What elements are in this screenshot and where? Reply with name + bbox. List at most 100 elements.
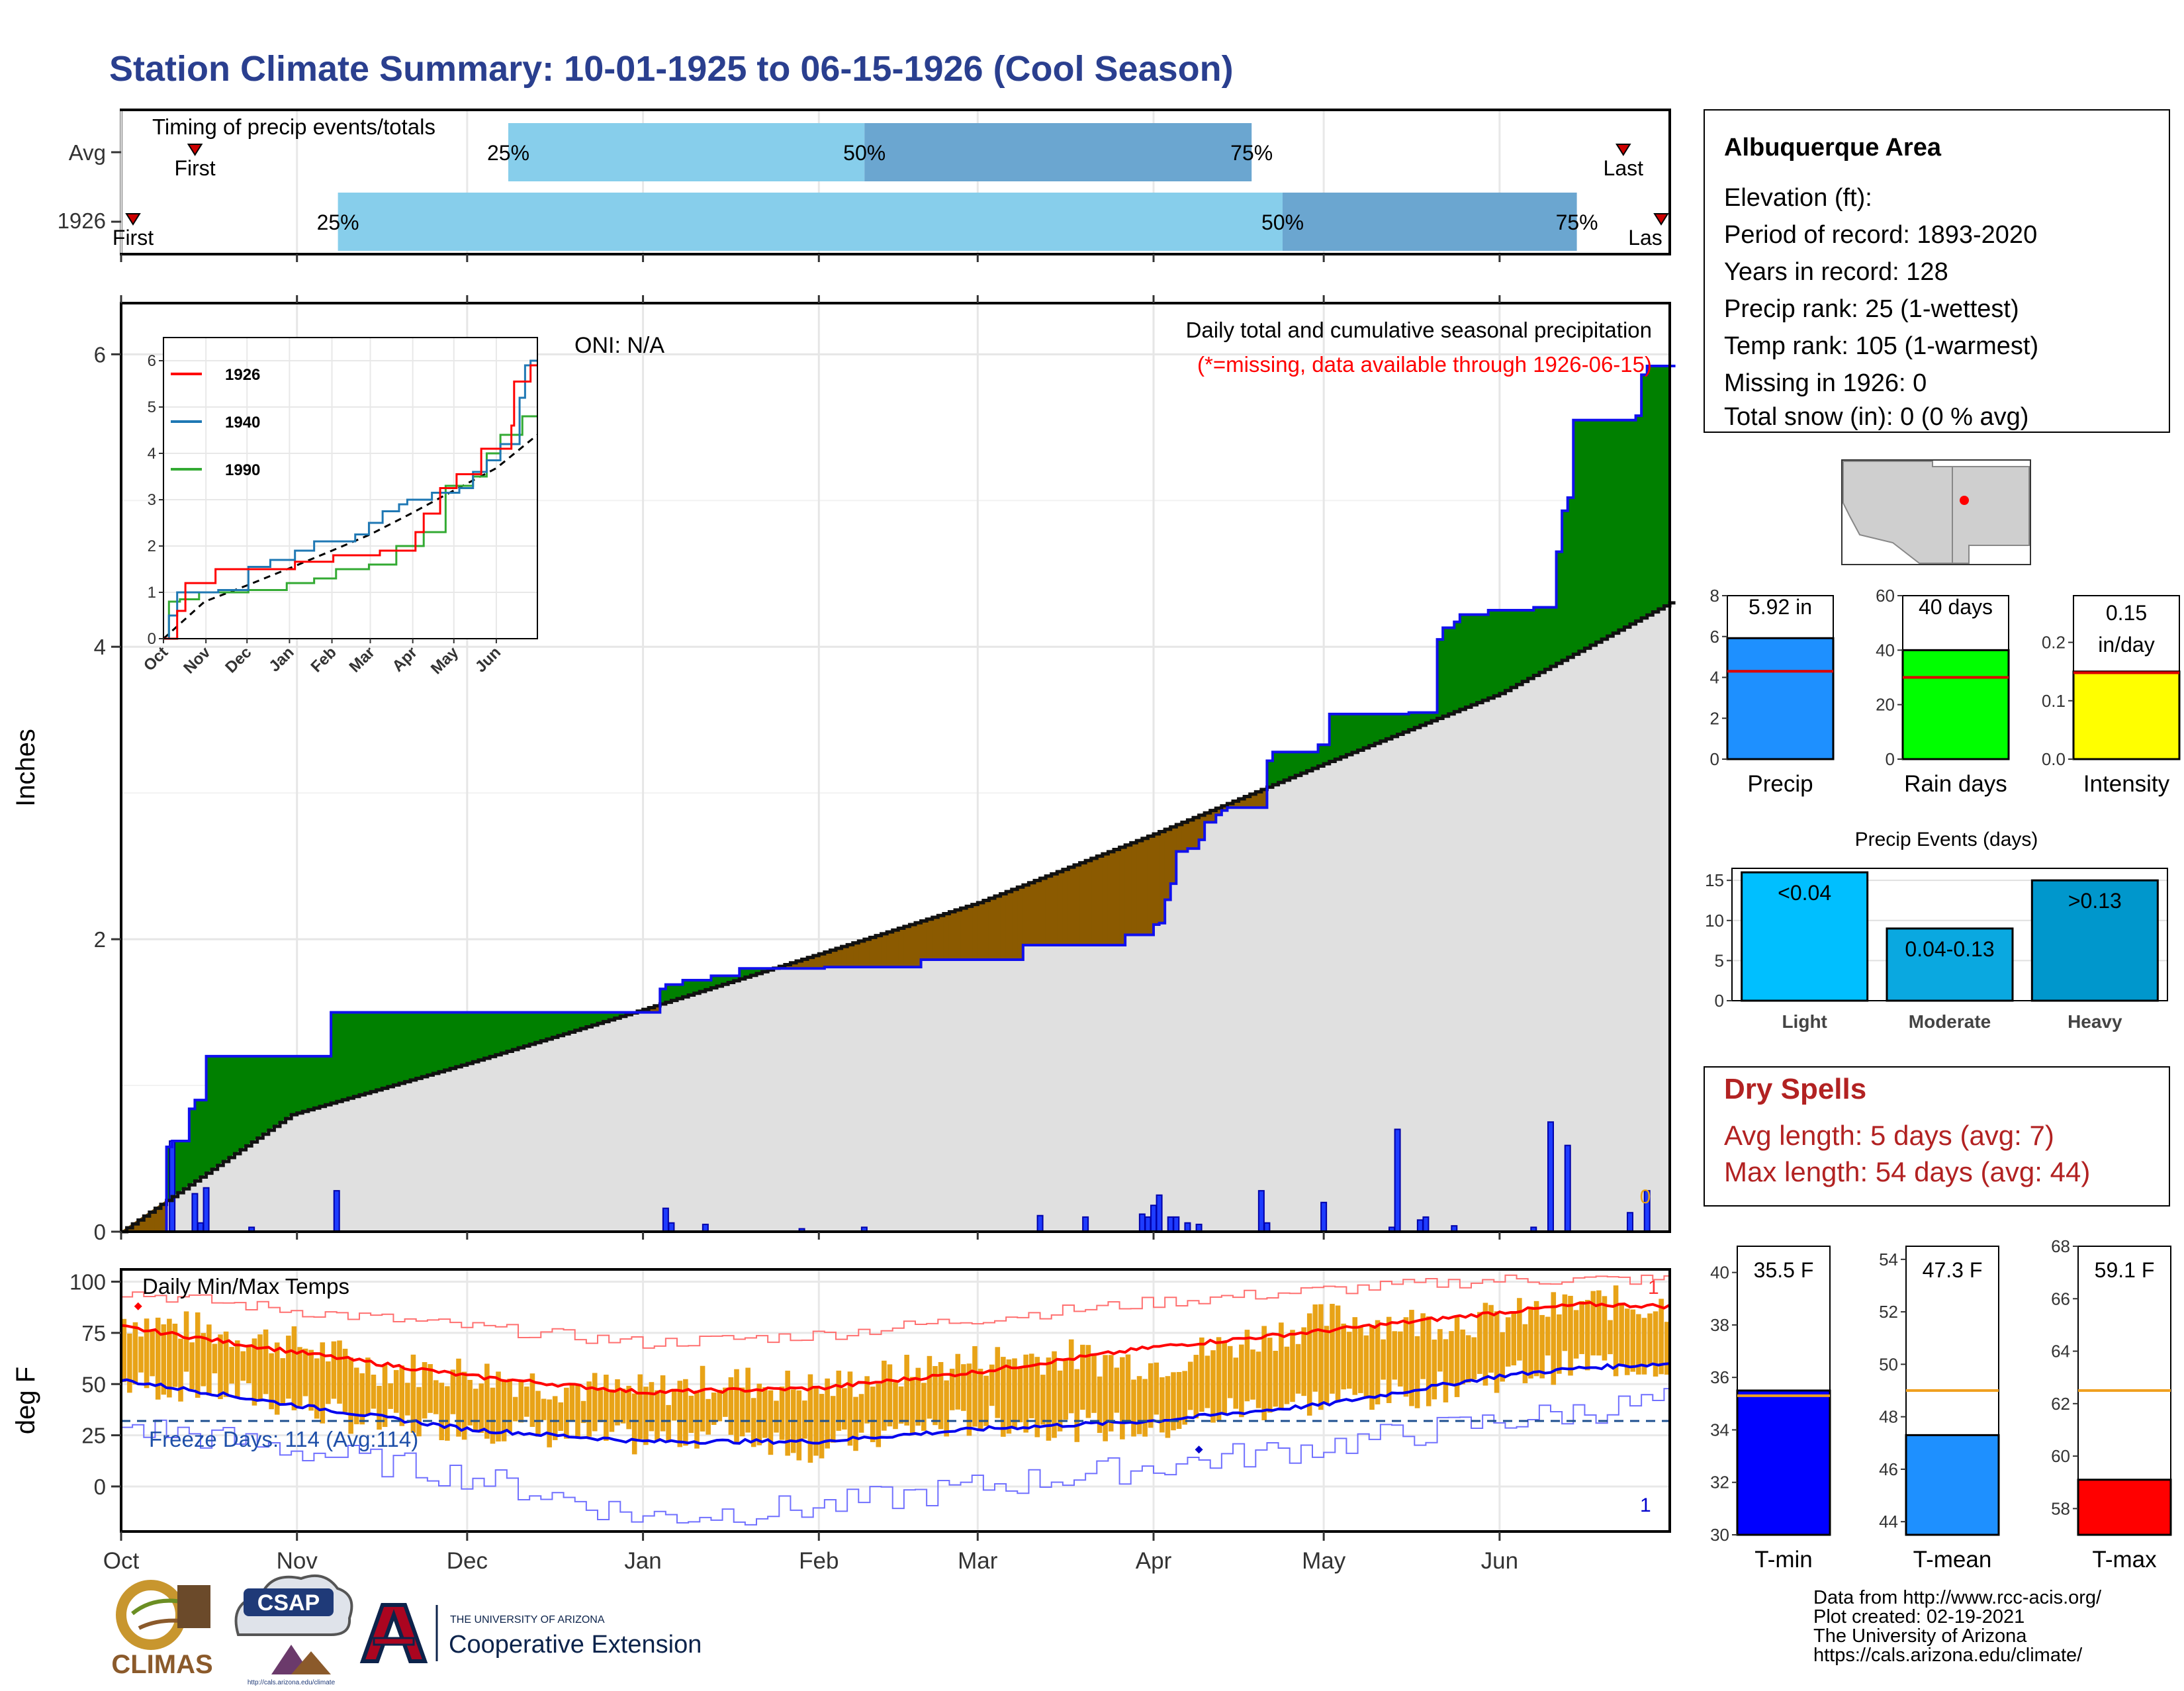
daily-temp-bar [371,1375,377,1409]
daily-temp-bar [655,1390,660,1441]
precip-departure-fill [535,1012,541,1043]
daily-temp-bar [876,1383,882,1447]
daily-precip-bar [1416,1219,1424,1233]
precip-departure-fill [251,1056,258,1143]
timing-row-label-1926: 1926 [58,208,106,233]
precip-departure-fill [325,1056,332,1105]
daily-temp-bar [723,1387,728,1417]
daily-temp-bar [819,1394,825,1459]
daily-temp-bar [1420,1313,1426,1379]
month-label: Jan [624,1548,661,1574]
precip-subtitle: Daily total and cumulative seasonal prec… [1186,318,1652,342]
precip-departure-fill [234,1056,241,1155]
precip-panel: 0 2 4 6 Inches ONI: N/A Daily total and cum… [11,295,1676,1244]
record-max-count: 1 [1648,1277,1659,1299]
daily-temp-bar [1363,1335,1369,1399]
precip-y-label: Inches [11,729,40,807]
footer-line-1: Data from http://www.rcc-acis.org/ [1813,1587,2102,1608]
stat-bar-tick-label: 0.2 [2042,633,2066,653]
daily-temp-bar [1306,1313,1312,1416]
daily-temp-bar [218,1334,223,1399]
precip-departure-fill [529,1012,536,1045]
timing-bar-50-75 [1283,193,1577,251]
daily-temp-bar [1482,1303,1488,1386]
daily-precip-bar [203,1187,210,1233]
precip-departure-fill [1119,845,1126,946]
stat-bar-tick-label: 60 [1876,586,1895,606]
daily-temp-bar [705,1398,711,1435]
daily-temp-bar [1227,1346,1233,1398]
daily-precip-bar [1144,1216,1152,1233]
daily-temp-bar [1097,1376,1103,1434]
temps-frame [120,1268,1671,1533]
precip-departure-fill [1522,610,1529,682]
stat-bar-tick-label: 2 [1710,708,1719,728]
daily-temp-bar [541,1398,547,1420]
precip-departure-fill [1652,365,1659,613]
event-category-label: Moderate [1909,1011,1991,1032]
daily-temp-bar [501,1381,507,1441]
temp-bar-value-label: 47.3 F [1923,1258,1983,1282]
ua-big-text: Cooperative Extension [449,1631,702,1659]
daily-temp-bar [167,1318,172,1398]
precip-departure-fill [1073,862,1081,946]
oni-label: ONI: N/A [574,333,664,358]
stat-bar-value-unit: in/day [2098,633,2154,657]
precip-departure-fill [1533,607,1540,676]
precip-departure-fill [398,1012,406,1084]
record-min-line [121,1388,1670,1526]
daily-temp-bar [1341,1323,1346,1390]
temp-bar-tick-label: 54 [1879,1250,1898,1269]
daily-precip-bar [1627,1212,1633,1233]
daily-temp-bar [620,1389,626,1424]
daily-temp-bar [314,1358,320,1419]
daily-temp-bar [739,1387,745,1437]
daily-temp-bar [1295,1344,1301,1394]
daily-temp-bar [1279,1322,1284,1411]
daily-temp-bar [774,1400,779,1433]
event-bar-label: >0.13 [2068,889,2122,913]
events-tick-label: 10 [1705,911,1724,931]
info-years: Years in record: 128 [1724,258,1948,286]
temp-bar-tick-label: 40 [1710,1263,1729,1283]
inset-average-line [162,434,538,640]
daily-temp-bar [972,1346,978,1427]
temp-bar-1 [1905,1434,2000,1536]
precip-departure-fill [1363,713,1370,749]
last-event-label: Last [1604,156,1644,180]
daily-temp-bar [1330,1304,1335,1394]
footer: Data from http://www.rcc-acis.org/ Plot … [111,1574,2102,1686]
last-event-marker [1653,213,1669,226]
daily-temp-bar [1477,1312,1482,1374]
daily-temp-bar [1324,1326,1330,1404]
daily-temp-bar [921,1383,927,1431]
normal-min-line [120,1362,1670,1445]
precip-departure-fill [948,909,956,960]
temp-bar-tick-label: 50 [1879,1354,1898,1374]
last-event-marker [1615,144,1631,156]
daily-temp-bar [359,1373,365,1425]
precip-departure-fill [1477,614,1483,704]
daily-temp-bar [1608,1320,1613,1355]
precip-departure-fill [387,1012,394,1087]
precip-departure-fill [886,929,893,968]
precip-departure-fill [444,1012,451,1071]
dry-spells-avg: Avg length: 5 days (avg: 7) [1724,1120,2054,1151]
precip-departure-fill [1153,831,1160,925]
precip-departure-fill [365,1012,371,1094]
footer-line-4: https://cals.arizona.edu/climate/ [1813,1645,2083,1666]
precip-departure-fill [1510,610,1518,688]
precip-departure-fill [1034,878,1041,946]
daily-temp-bar [507,1379,512,1432]
daily-temp-bar [1040,1375,1046,1425]
events-tick-label: 15 [1705,870,1724,890]
daily-temp-bar [172,1324,178,1387]
daily-temp-bar [155,1317,161,1400]
daily-temp-bar [121,1318,127,1383]
record-low-marker [1195,1445,1203,1454]
record-max-line [121,1274,1670,1349]
daily-temp-bar [1255,1351,1261,1408]
precip-departure-fill [467,1012,473,1064]
last-event-label: Las [1628,226,1662,250]
daily-precip-bar [333,1190,340,1232]
